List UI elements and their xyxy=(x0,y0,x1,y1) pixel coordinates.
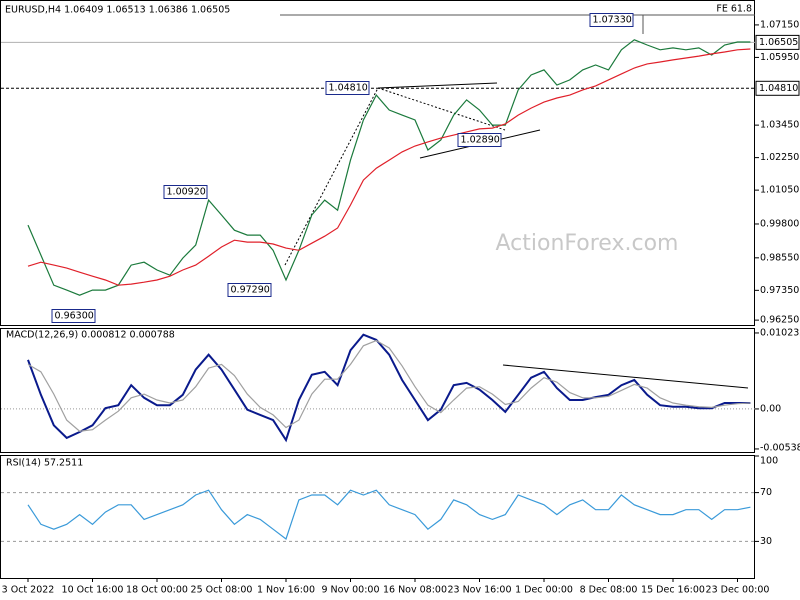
y-tick-label: 0.00 xyxy=(760,403,781,414)
x-tick-label: 15 Dec 16:00 xyxy=(641,585,705,596)
y-tick-label: 1.07150 xyxy=(760,19,799,30)
price-panel xyxy=(0,0,755,326)
price-box xyxy=(755,34,800,50)
series-line xyxy=(27,489,751,540)
y-tick-label: 1.03450 xyxy=(760,120,799,131)
fe-label: FE 61.8 xyxy=(716,4,752,15)
annotation-box xyxy=(325,81,370,95)
y-tick-label: 30 xyxy=(760,536,772,547)
x-tick-label: 3 Oct 2022 xyxy=(2,585,55,596)
last-price-label: 1.06505 xyxy=(759,37,798,48)
annotation: 0.97290 xyxy=(231,285,270,296)
price-box xyxy=(755,80,800,96)
watermark: ActionForex.com xyxy=(496,231,679,256)
x-tick-label: 8 Dec 08:00 xyxy=(580,585,638,596)
macd-trendline xyxy=(502,364,749,389)
x-tick-label: 1 Dec 00:00 xyxy=(515,585,573,596)
annotation: 1.04810 xyxy=(329,83,368,94)
x-tick-label: 10 Oct 16:00 xyxy=(62,585,124,596)
series-line xyxy=(27,48,751,286)
y-tick-label: 1.05950 xyxy=(760,52,799,63)
support-label: 1.04810 xyxy=(759,83,798,94)
series-line xyxy=(27,39,751,296)
x-tick-label: 9 Nov 00:00 xyxy=(321,585,379,596)
y-tick-label: 100 xyxy=(760,456,778,467)
annotation-box xyxy=(163,185,208,199)
x-tick-label: 23 Dec 00:00 xyxy=(706,585,770,596)
series-line xyxy=(27,333,751,443)
x-tick-label: 23 Nov 16:00 xyxy=(447,585,511,596)
series-line xyxy=(27,339,751,432)
annotation: 1.00920 xyxy=(167,187,206,198)
triangle-upper xyxy=(377,82,498,89)
y-tick-label: -0.005389 xyxy=(760,443,800,454)
x-tick-label: 16 Nov 08:00 xyxy=(383,585,447,596)
y-tick-label: 1.01050 xyxy=(760,185,799,196)
y-tick-label: 0.98550 xyxy=(760,252,799,263)
rsi-title: RSI(14) 57.2511 xyxy=(6,458,83,469)
wave-line xyxy=(377,87,506,131)
x-tick-label: 18 Oct 00:00 xyxy=(126,585,188,596)
wave-line xyxy=(284,87,379,266)
annotation-box xyxy=(457,133,502,147)
y-tick-label: 0.97350 xyxy=(760,285,799,296)
macd-title: MACD(12,26,9) 0.000812 0.000788 xyxy=(6,330,175,341)
y-tick-label: 70 xyxy=(760,487,772,498)
annotation-box xyxy=(589,13,634,27)
annotation-box xyxy=(51,309,96,323)
y-tick-label: 0.010232 xyxy=(760,328,800,339)
macd-panel xyxy=(0,328,755,453)
x-tick-label: 25 Oct 08:00 xyxy=(191,585,253,596)
annotation-box xyxy=(227,283,272,297)
annotation: 0.96300 xyxy=(55,311,94,322)
rsi-panel xyxy=(0,455,755,579)
annotation: 1.02890 xyxy=(461,135,500,146)
y-tick-label: 1.02250 xyxy=(760,152,799,163)
chart-title: EURUSD,H4 1.06409 1.06513 1.06386 1.0650… xyxy=(5,5,230,16)
x-tick-label: 1 Nov 16:00 xyxy=(257,585,315,596)
y-tick-label: 0.96250 xyxy=(760,315,799,326)
annotation: 1.07330 xyxy=(593,15,632,26)
y-tick-label: 0.99800 xyxy=(760,218,799,229)
